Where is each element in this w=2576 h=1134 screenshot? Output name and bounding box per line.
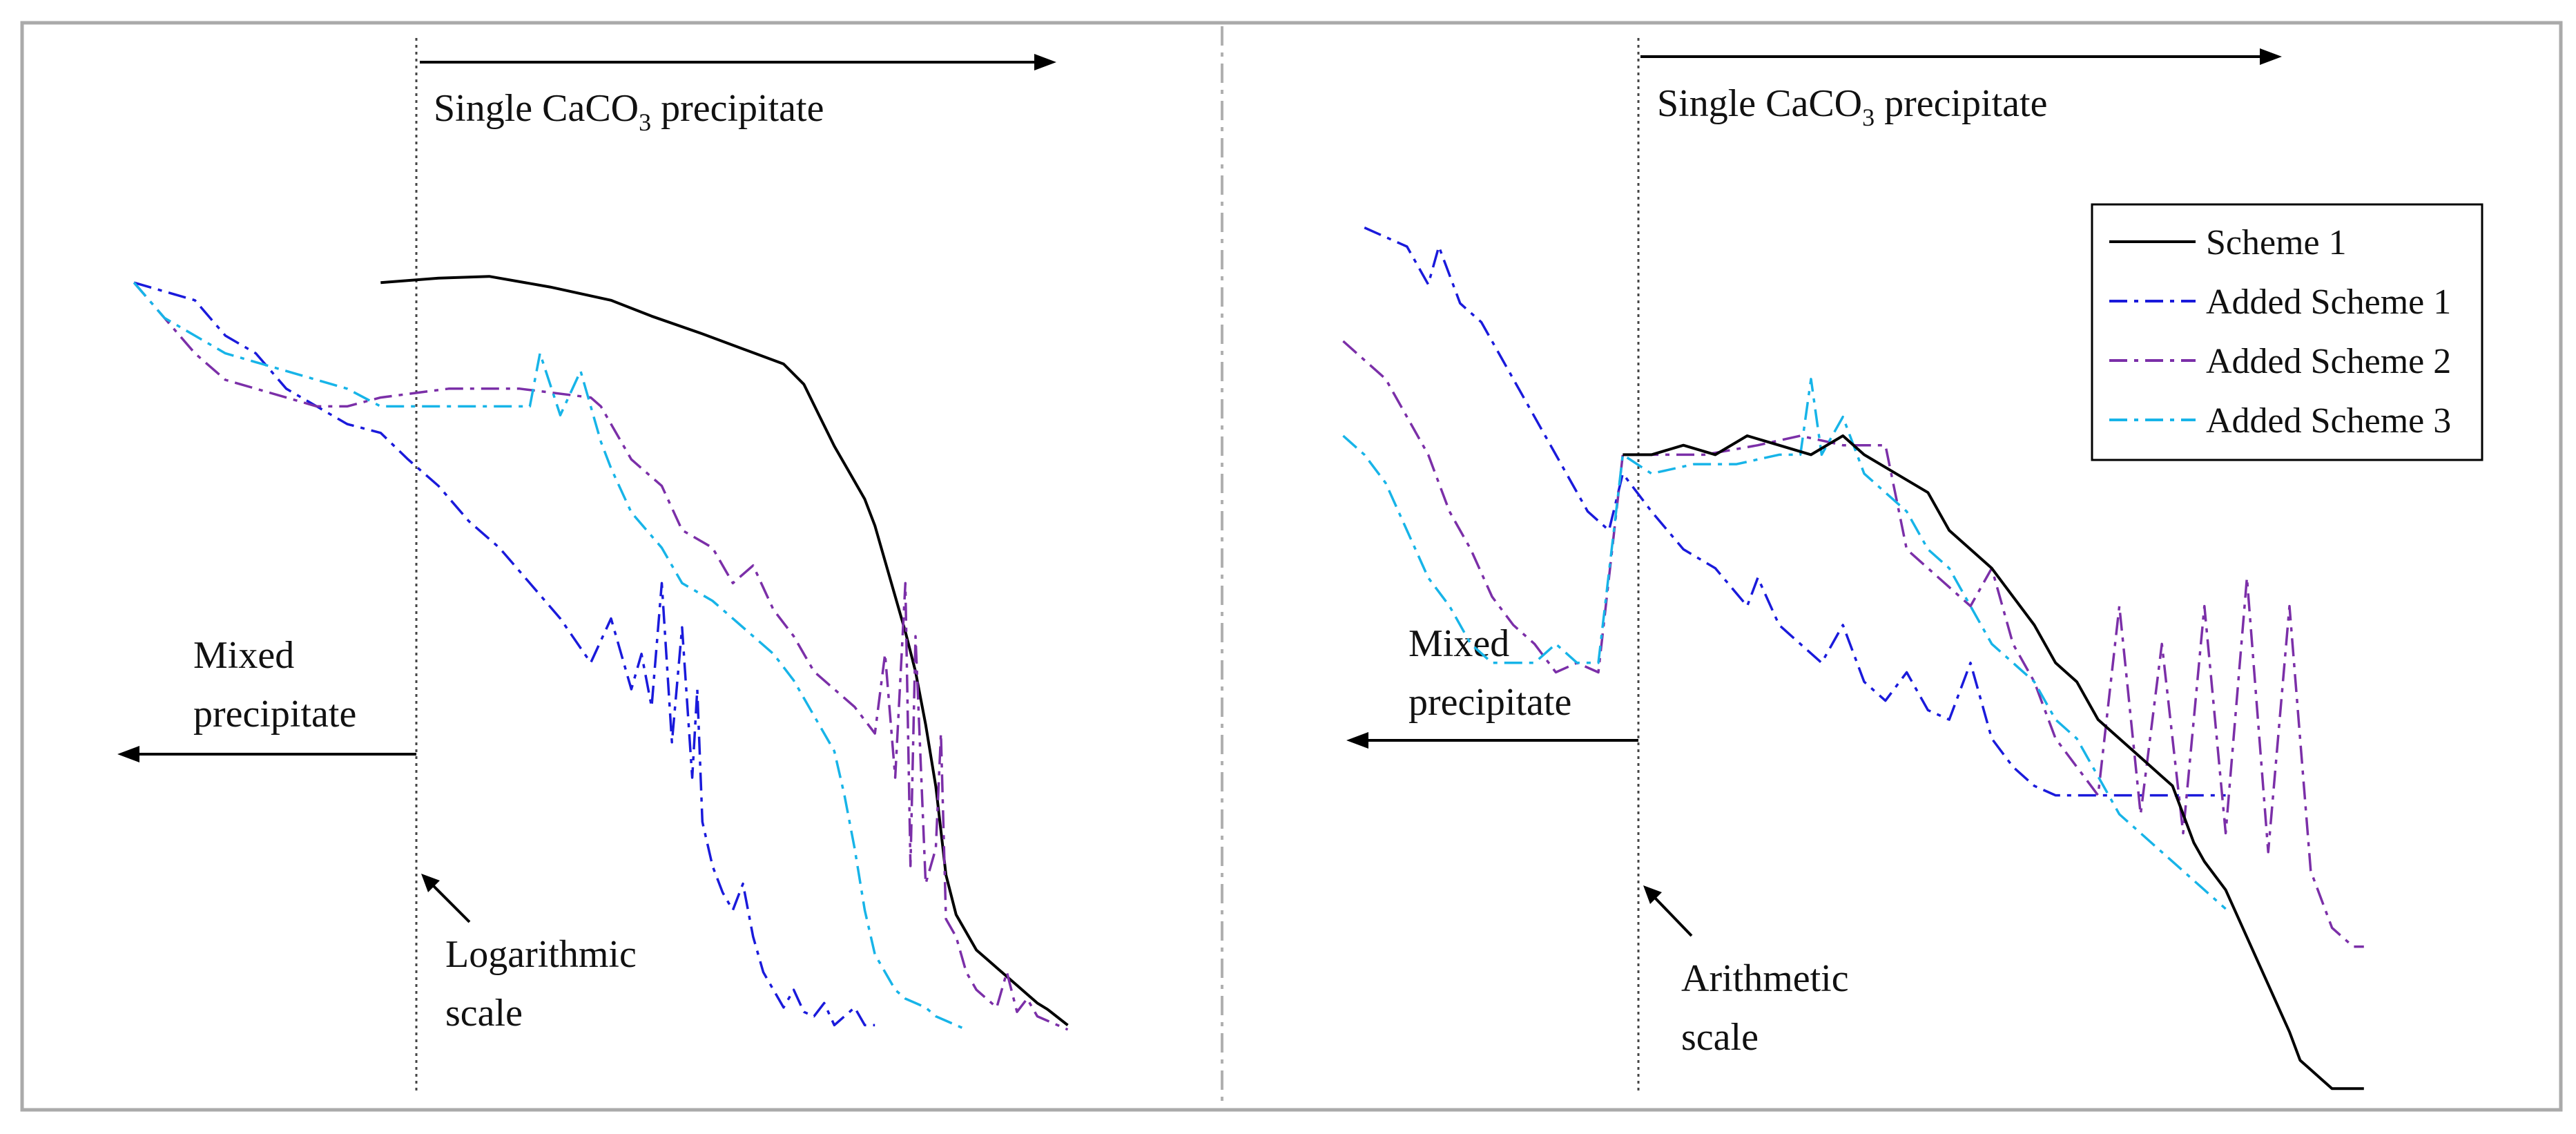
legend-label-1: Scheme 1 [2206,223,2347,262]
left-scale-label-2: scale [445,992,523,1035]
figure-frame [20,21,2563,1112]
left-series-scheme-1 [380,275,1069,1026]
right-panel: Single CaCO3 precipitate Mixed precipita… [1342,38,2483,1091]
legend-label-4: Added Scheme 3 [2206,401,2451,441]
right-scale-label-1: Arithmetic [1681,957,1849,1000]
left-scale-label-1: Logarithmic [445,933,637,976]
right-plot [1342,227,2364,1090]
right-series-added-scheme-2 [1342,340,2364,948]
right-single-label: Single CaCO3 precipitate [1657,82,2047,131]
right-mixed-label-1: Mixed [1408,622,1509,665]
right-mixed-arrowhead [1346,732,1368,749]
left-series-added-scheme-1 [133,281,875,1027]
right-single-arrowhead [2260,48,2282,65]
left-panel: Single CaCO3 precipitate Mixed precipita… [117,38,1069,1091]
left-mixed-label-2: precipitate [193,693,356,736]
legend-label-3: Added Scheme 2 [2206,342,2451,381]
right-scale-label-2: scale [1681,1016,1759,1059]
left-series-added-scheme-2 [133,282,1069,1031]
right-series-added-scheme-1 [1364,227,2226,797]
right-series-scheme-1 [1623,434,2364,1090]
left-mixed-arrowhead [117,746,139,762]
left-single-arrowhead [1034,54,1056,70]
legend-label-2: Added Scheme 1 [2206,282,2451,322]
left-plot [133,275,1069,1031]
left-mixed-label-1: Mixed [193,634,294,677]
left-series-added-scheme-3 [133,282,967,1031]
right-mixed-label-2: precipitate [1408,681,1571,724]
left-scale-pointer-head [421,874,440,892]
right-series-added-scheme-3 [1342,378,2227,910]
right-scale-pointer [1652,895,1693,937]
left-single-label: Single CaCO3 precipitate [434,87,824,136]
legend-box [2091,203,2483,461]
legend: Scheme 1 Added Scheme 1 Added Scheme 2 Adde… [2091,203,2483,461]
right-scale-pointer-head [1643,885,1662,904]
left-scale-pointer [430,883,471,923]
